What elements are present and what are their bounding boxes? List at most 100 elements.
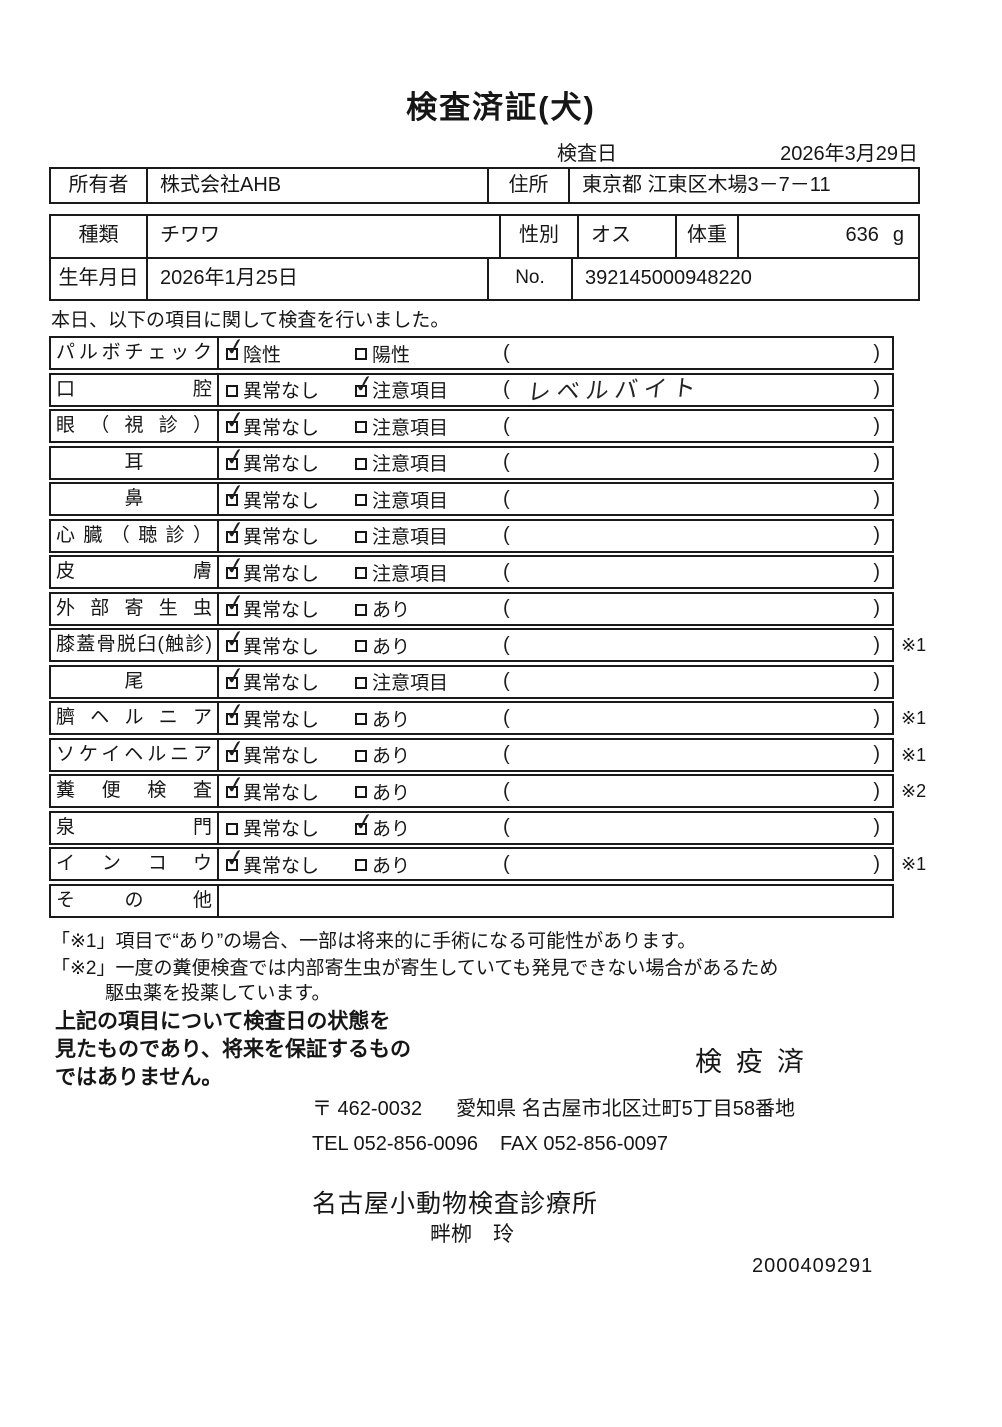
checkmark-icon: ✓ bbox=[223, 623, 247, 655]
option-1: ✓ 異常なし bbox=[223, 733, 355, 768]
footnote-mark bbox=[894, 555, 942, 589]
footnote-mark bbox=[894, 373, 942, 407]
checklist-row: ソケイヘルニア ✓ 異常なし あり() ※1 bbox=[49, 733, 944, 772]
checklist-row: インコウ ✓ 異常なし あり() ※1 bbox=[49, 843, 944, 881]
option-1: ✓ 陰性 bbox=[223, 332, 355, 367]
checkbox bbox=[355, 567, 367, 579]
option-label: 異常なし bbox=[243, 709, 320, 731]
checklist-row-box: 眼（視診） ✓ 異常なし 注意項目() bbox=[49, 405, 894, 443]
option-label: 注意項目 bbox=[372, 673, 449, 694]
item-options: ✓ 異常なし あり() bbox=[219, 624, 892, 660]
finding-note bbox=[528, 855, 874, 864]
item-label: 膝蓋骨脱臼(触診) bbox=[51, 630, 219, 660]
item-label: 鼻 bbox=[51, 484, 219, 514]
item-options: 異常なし ✓ 注意項目(レベルバイト) bbox=[219, 368, 892, 405]
paren-open-icon: ( bbox=[503, 743, 510, 765]
finding-field: () bbox=[503, 780, 892, 803]
item-options: ✓ 陰性 陽性() bbox=[219, 332, 892, 368]
paren-close-icon: ) bbox=[873, 852, 880, 875]
checklist-row-box: 外部寄生虫 ✓ 異常なし あり() bbox=[49, 587, 894, 626]
paren-open-icon: ( bbox=[503, 816, 510, 838]
checkbox bbox=[355, 859, 367, 871]
item-options: ✓ 異常なし 注意項目() bbox=[219, 478, 892, 514]
finding-field: () bbox=[503, 524, 892, 547]
checkbox bbox=[355, 421, 367, 433]
option-label: あり bbox=[372, 782, 411, 804]
finding-field: () bbox=[503, 816, 892, 839]
footnote-mark bbox=[894, 592, 942, 626]
checklist-row: その他 bbox=[49, 883, 944, 918]
checklist-row: 糞便検査 ✓ 異常なし あり() ※2 bbox=[49, 770, 944, 808]
paren-close-icon: ) bbox=[873, 633, 880, 656]
checklist-row-box: インコウ ✓ 異常なし あり() bbox=[49, 843, 894, 881]
option-2: 注意項目 bbox=[355, 486, 503, 513]
option-label: あり bbox=[372, 746, 411, 767]
paren-open-icon: ( bbox=[503, 524, 510, 546]
checkbox: ✓ bbox=[223, 587, 247, 618]
weight-value: 636 bbox=[845, 224, 879, 246]
disclaimer-line-3: ではありません。 bbox=[55, 1066, 223, 1089]
disclaimer-line-1: 上記の項目について検査日の状態を bbox=[55, 1010, 391, 1033]
finding-note bbox=[528, 344, 874, 353]
item-label: 口腔 bbox=[51, 374, 219, 405]
paren-close-icon: ) bbox=[873, 451, 880, 473]
option-1: ✓ 異常なし bbox=[223, 587, 355, 622]
paren-close-icon: ) bbox=[873, 560, 880, 583]
footnote-mark: ※1 bbox=[901, 635, 927, 655]
footnote-mark bbox=[894, 482, 942, 516]
checkbox: ✓ bbox=[223, 332, 247, 363]
breed-label: 種類 bbox=[51, 216, 148, 257]
checklist-row-box: 耳 ✓ 異常なし 注意項目() bbox=[49, 441, 894, 480]
option-label: 注意項目 bbox=[372, 381, 449, 402]
checklist-row: 外部寄生虫 ✓ 異常なし あり() bbox=[49, 587, 944, 626]
checkbox: ✓ bbox=[352, 806, 376, 837]
finding-note bbox=[528, 490, 874, 499]
item-label: インコウ bbox=[51, 849, 219, 879]
checklist-row: 膝蓋骨脱臼(触診) ✓ 異常なし あり() ※1 bbox=[49, 624, 944, 662]
option-2: あり bbox=[355, 778, 503, 805]
finding-field: () bbox=[503, 342, 892, 365]
checklist-row: 心臓（聴診） ✓ 異常なし 注意項目() bbox=[49, 514, 944, 553]
intro-text: 本日、以下の項目に関して検査を行いました。 bbox=[51, 310, 450, 331]
footnote-mark bbox=[894, 519, 942, 553]
option-1: ✓ 異常なし bbox=[223, 660, 355, 695]
option-label: 異常なし bbox=[243, 381, 320, 402]
checklist-row: パルボチェック ✓ 陰性 陽性() bbox=[49, 332, 944, 370]
finding-field: () bbox=[503, 670, 892, 693]
item-options: ✓ 異常なし あり() bbox=[219, 770, 892, 806]
number-label: No. bbox=[489, 259, 573, 300]
item-label: 外部寄生虫 bbox=[51, 593, 219, 624]
paren-close-icon: ) bbox=[873, 743, 880, 765]
fax-number: FAX 052-856-0097 bbox=[500, 1133, 668, 1155]
option-1: ✓ 異常なし bbox=[223, 405, 355, 440]
checkbox bbox=[355, 494, 367, 506]
option-label: あり bbox=[372, 600, 411, 621]
checkbox bbox=[355, 786, 367, 798]
option-label: 異常なし bbox=[243, 490, 320, 512]
checklist-row-box: 尾 ✓ 異常なし 注意項目() bbox=[49, 660, 894, 699]
option-2: あり bbox=[355, 741, 503, 768]
option-2: ✓ あり bbox=[352, 806, 503, 841]
item-label: 耳 bbox=[51, 447, 219, 478]
paren-close-icon: ) bbox=[873, 378, 880, 400]
checklist-row-box: 泉門 異常なし ✓ あり() bbox=[49, 806, 894, 845]
certificate-title: 検査済証(犬) bbox=[406, 90, 596, 125]
option-2: 注意項目 bbox=[355, 559, 503, 586]
weight-label: 体重 bbox=[677, 216, 739, 257]
checkmark-icon: ✓ bbox=[223, 550, 247, 582]
checkbox bbox=[355, 603, 367, 616]
finding-note bbox=[528, 782, 874, 791]
item-options: ✓ 異常なし あり () bbox=[219, 733, 892, 770]
item-options: ✓ 異常なし 注意項目() bbox=[219, 514, 892, 551]
paren-close-icon: ) bbox=[873, 487, 880, 510]
footnote-mark bbox=[894, 446, 942, 480]
item-label: 眼（視診） bbox=[51, 411, 219, 441]
checkmark-icon: ✓ bbox=[223, 587, 247, 618]
footnote-mark bbox=[894, 811, 942, 845]
finding-field: () bbox=[503, 451, 892, 474]
option-label: 異常なし bbox=[243, 417, 320, 439]
weight-unit: g bbox=[892, 224, 904, 246]
option-2: 注意項目 bbox=[355, 413, 503, 440]
option-label: あり bbox=[372, 819, 411, 840]
